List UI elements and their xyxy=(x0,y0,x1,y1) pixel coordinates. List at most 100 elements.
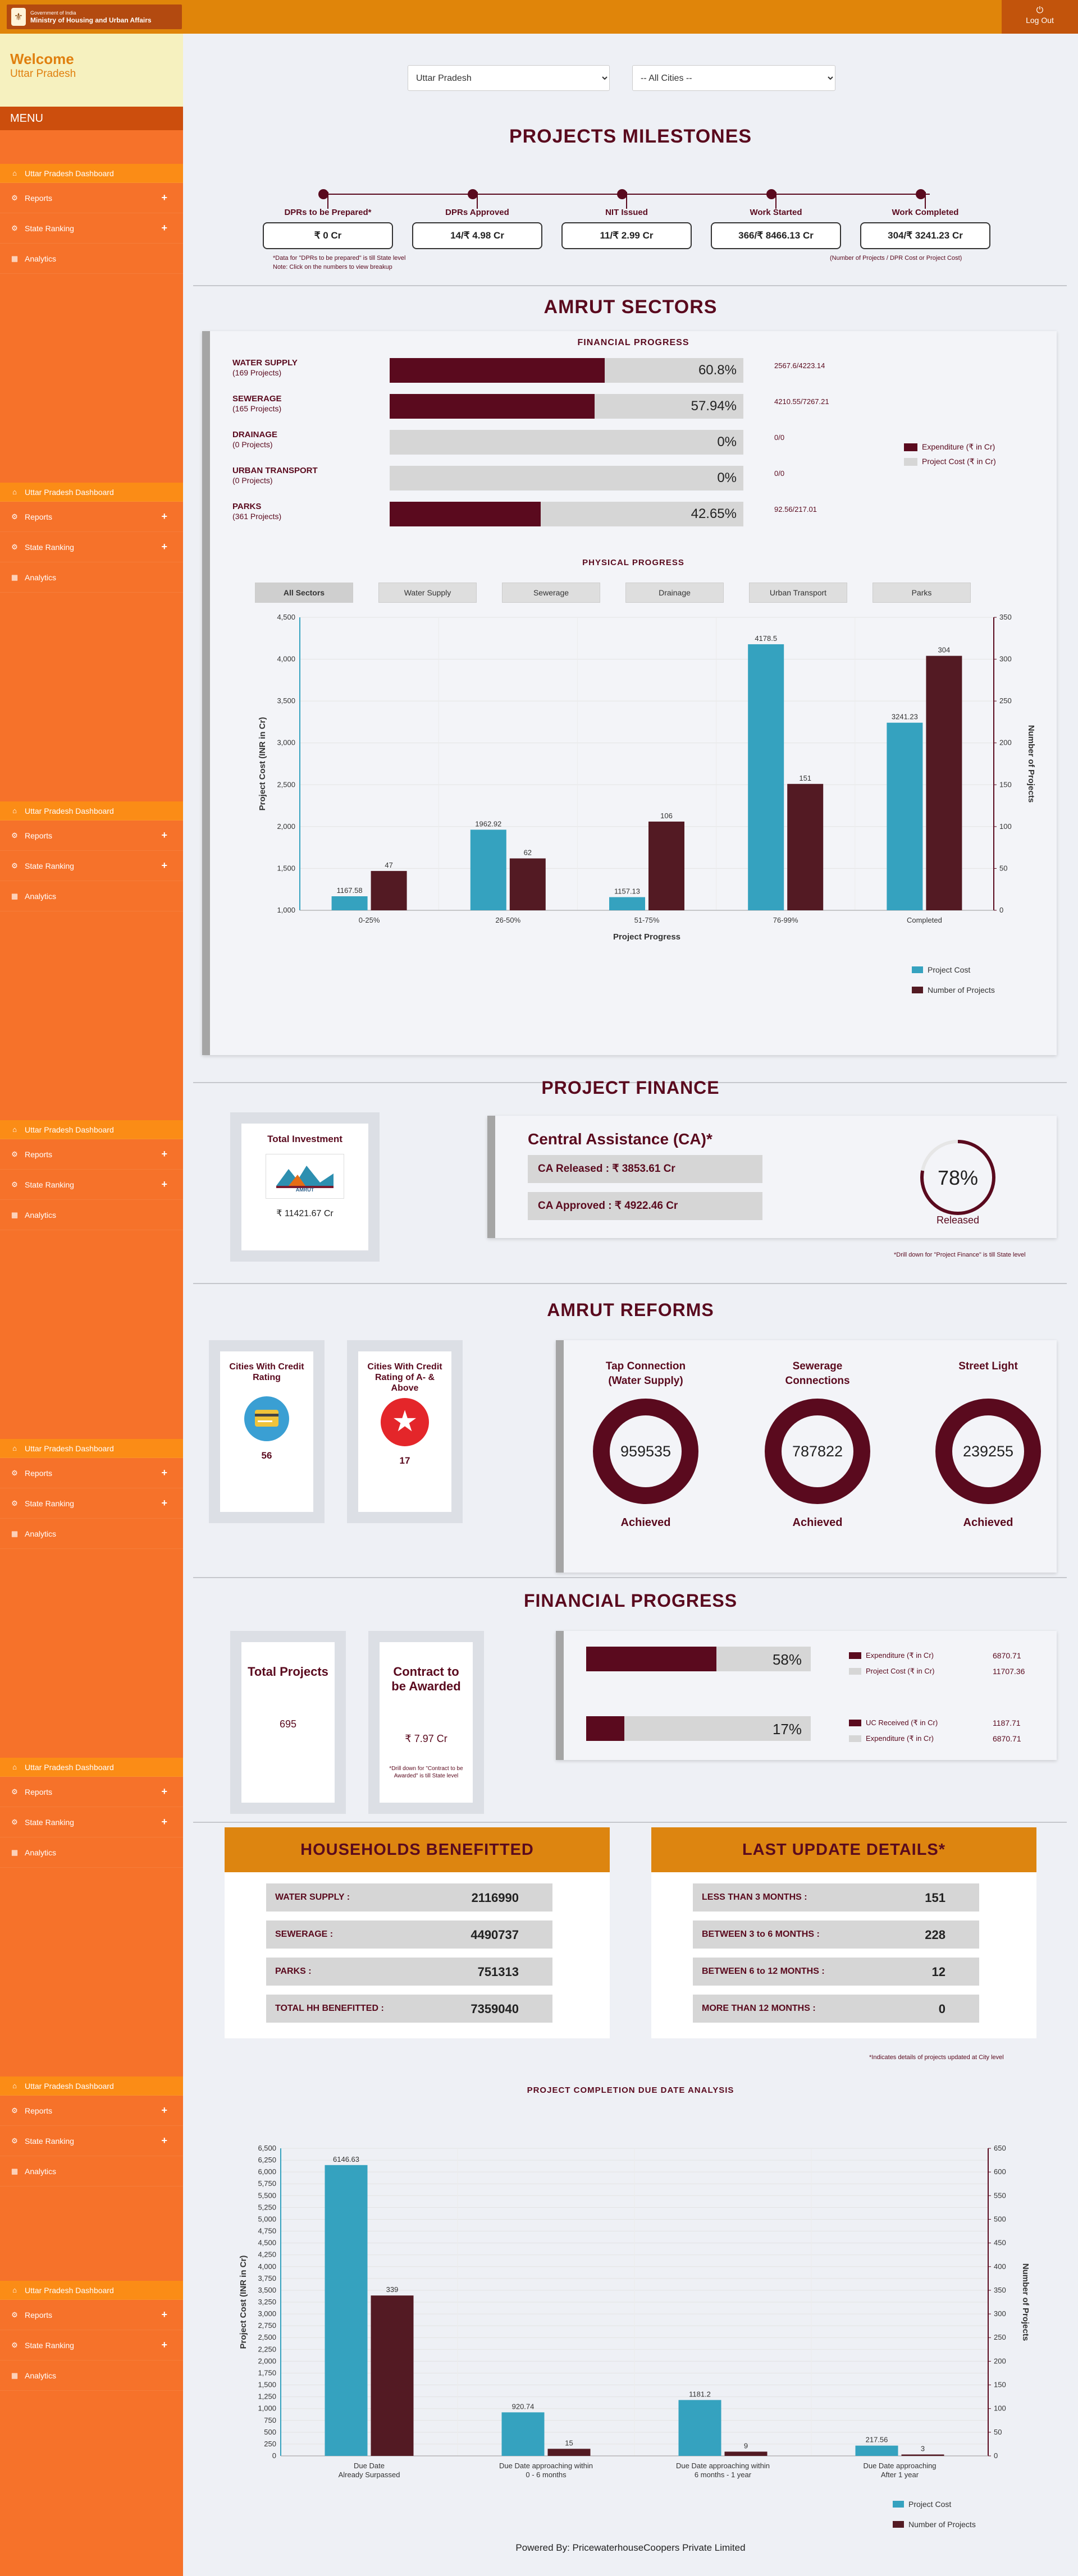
expand-icon[interactable]: + xyxy=(161,2105,167,2116)
expand-icon[interactable]: + xyxy=(161,222,167,233)
y-tick-label: 6,250 xyxy=(258,2156,276,2164)
ca-approved-button[interactable]: CA Approved : ₹ 4922.46 Cr xyxy=(528,1192,762,1220)
bar-project-cost[interactable] xyxy=(887,722,923,910)
milestone-label: DPRs Approved xyxy=(445,208,509,217)
tab-parks[interactable]: Parks xyxy=(873,583,971,603)
expand-icon[interactable]: + xyxy=(161,1148,167,1159)
reform-donut[interactable]: 787822 xyxy=(765,1399,870,1504)
expand-icon[interactable]: + xyxy=(161,1467,167,1478)
expand-icon[interactable]: + xyxy=(161,1497,167,1509)
sidebar-item-label: Uttar Pradesh Dashboard xyxy=(25,2285,114,2295)
bar-number-of-projects[interactable] xyxy=(509,858,546,910)
sidebar-item-uttar-pradesh-dashboard[interactable]: ⌂ Uttar Pradesh Dashboard xyxy=(0,1758,183,1777)
bar-number-of-projects[interactable] xyxy=(926,656,962,910)
sidebar-item-analytics[interactable]: ▦ Analytics xyxy=(0,2156,183,2187)
milestone-value-button[interactable]: ₹ 0 Cr xyxy=(263,222,393,249)
sidebar-item-state-ranking[interactable]: ⚙ State Ranking + xyxy=(0,1170,183,1200)
expand-icon[interactable]: + xyxy=(161,192,167,203)
tab-sewerage[interactable]: Sewerage xyxy=(502,583,600,603)
sidebar-item-reports[interactable]: ⚙ Reports + xyxy=(0,1458,183,1488)
sidebar-item-analytics[interactable]: ▦ Analytics xyxy=(0,1837,183,1868)
expand-icon[interactable]: + xyxy=(161,2339,167,2350)
tab-water-supply[interactable]: Water Supply xyxy=(378,583,477,603)
sidebar-item-analytics[interactable]: ▦ Analytics xyxy=(0,562,183,593)
sidebar-item-reports[interactable]: ⚙ Reports + xyxy=(0,502,183,532)
expand-icon[interactable]: + xyxy=(161,511,167,522)
credit-rating-card[interactable]: Cities With Credit Rating 56 xyxy=(209,1340,325,1523)
milestone-value-button[interactable]: 366/₹ 8466.13 Cr xyxy=(711,222,841,249)
sidebar-item-uttar-pradesh-dashboard[interactable]: ⌂ Uttar Pradesh Dashboard xyxy=(0,1439,183,1458)
reform-status: Achieved xyxy=(963,1516,1013,1529)
sidebar-item-uttar-pradesh-dashboard[interactable]: ⌂ Uttar Pradesh Dashboard xyxy=(0,2077,183,2096)
bar-project-cost[interactable] xyxy=(501,2412,545,2456)
milestone-value-button[interactable]: 11/₹ 2.99 Cr xyxy=(561,222,692,249)
milestone-value-button[interactable]: 14/₹ 4.98 Cr xyxy=(412,222,542,249)
bar-number-of-projects[interactable] xyxy=(901,2454,944,2456)
bar-number-of-projects[interactable] xyxy=(371,870,407,910)
sidebar-item-reports[interactable]: ⚙ Reports + xyxy=(0,821,183,851)
gov-label: Government of India xyxy=(30,10,76,16)
total-projects-card[interactable]: Total Projects 695 xyxy=(230,1631,346,1814)
bar-number-of-projects[interactable] xyxy=(648,821,684,910)
sidebar-item-state-ranking[interactable]: ⚙ State Ranking + xyxy=(0,2126,183,2156)
expand-icon[interactable]: + xyxy=(161,829,167,841)
contract-awarded-card[interactable]: Contract to be Awarded ₹ 7.97 Cr *Drill … xyxy=(368,1631,484,1814)
bar-number-of-projects[interactable] xyxy=(787,783,824,910)
sidebar-item-state-ranking[interactable]: ⚙ State Ranking + xyxy=(0,1807,183,1837)
sidebar-item-reports[interactable]: ⚙ Reports + xyxy=(0,1139,183,1170)
city-select[interactable]: -- All Cities -- xyxy=(632,65,835,91)
sidebar-item-analytics[interactable]: ▦ Analytics xyxy=(0,244,183,274)
expand-icon[interactable]: + xyxy=(161,1816,167,1827)
expand-icon[interactable]: + xyxy=(161,1786,167,1797)
bar-project-cost[interactable] xyxy=(325,2165,368,2456)
total-investment-value: ₹ 11421.67 Cr xyxy=(276,1209,334,1218)
tab-drainage[interactable]: Drainage xyxy=(625,583,724,603)
sidebar-item-label: Analytics xyxy=(25,2371,57,2380)
sidebar-item-analytics[interactable]: ▦ Analytics xyxy=(0,1519,183,1549)
bar-project-cost[interactable] xyxy=(609,897,645,910)
state-select[interactable]: Uttar Pradesh xyxy=(408,65,610,91)
sidebar-item-reports[interactable]: ⚙ Reports + xyxy=(0,1777,183,1807)
total-investment-card[interactable]: Total Investment AMRUT ₹ 11421.67 Cr xyxy=(230,1112,380,1262)
sidebar-item-state-ranking[interactable]: ⚙ State Ranking + xyxy=(0,1488,183,1519)
expand-icon[interactable]: + xyxy=(161,1179,167,1190)
divider xyxy=(193,1577,1067,1578)
tab-urban-transport[interactable]: Urban Transport xyxy=(749,583,847,603)
bar-project-cost[interactable] xyxy=(470,829,506,910)
bar-number-of-projects[interactable] xyxy=(724,2451,768,2456)
sidebar-item-reports[interactable]: ⚙ Reports + xyxy=(0,183,183,213)
sidebar-item-analytics[interactable]: ▦ Analytics xyxy=(0,2360,183,2391)
bar-number-of-projects[interactable] xyxy=(547,2449,591,2456)
sidebar-item-uttar-pradesh-dashboard[interactable]: ⌂ Uttar Pradesh Dashboard xyxy=(0,483,183,502)
sidebar-item-analytics[interactable]: ▦ Analytics xyxy=(0,881,183,911)
sidebar-item-reports[interactable]: ⚙ Reports + xyxy=(0,2300,183,2330)
ca-released-button[interactable]: CA Released : ₹ 3853.61 Cr xyxy=(528,1155,762,1183)
milestone-value-button[interactable]: 304/₹ 3241.23 Cr xyxy=(860,222,990,249)
sidebar-item-state-ranking[interactable]: ⚙ State Ranking + xyxy=(0,532,183,562)
logout-button[interactable]: ⏻ Log Out xyxy=(1002,0,1078,34)
sidebar-item-label: Reports xyxy=(25,193,53,203)
credit-rating-a-card[interactable]: Cities With Credit Rating of A- & Above … xyxy=(347,1340,463,1523)
expand-icon[interactable]: + xyxy=(161,2135,167,2146)
reform-donut[interactable]: 959535 xyxy=(593,1399,698,1504)
sidebar-item-uttar-pradesh-dashboard[interactable]: ⌂ Uttar Pradesh Dashboard xyxy=(0,1120,183,1139)
expand-icon[interactable]: + xyxy=(161,860,167,871)
bar-number-of-projects[interactable] xyxy=(371,2295,414,2456)
bar-project-cost[interactable] xyxy=(855,2445,898,2456)
sidebar-item-state-ranking[interactable]: ⚙ State Ranking + xyxy=(0,213,183,244)
sidebar-item-state-ranking[interactable]: ⚙ State Ranking + xyxy=(0,851,183,881)
sidebar-item-uttar-pradesh-dashboard[interactable]: ⌂ Uttar Pradesh Dashboard xyxy=(0,164,183,183)
bar-project-cost[interactable] xyxy=(331,896,368,910)
bar-project-cost[interactable] xyxy=(678,2400,721,2456)
expand-icon[interactable]: + xyxy=(161,541,167,552)
sidebar-item-uttar-pradesh-dashboard[interactable]: ⌂ Uttar Pradesh Dashboard xyxy=(0,801,183,821)
sidebar-item-uttar-pradesh-dashboard[interactable]: ⌂ Uttar Pradesh Dashboard xyxy=(0,2281,183,2300)
expand-icon[interactable]: + xyxy=(161,2309,167,2320)
reform-donut[interactable]: 239255 xyxy=(935,1399,1041,1504)
sidebar-item-reports[interactable]: ⚙ Reports + xyxy=(0,2096,183,2126)
bar-project-cost[interactable] xyxy=(748,644,784,910)
sidebar-item-state-ranking[interactable]: ⚙ State Ranking + xyxy=(0,2330,183,2360)
sidebar-item-analytics[interactable]: ▦ Analytics xyxy=(0,1200,183,1230)
tab-all-sectors[interactable]: All Sectors xyxy=(255,583,353,603)
ministry-brand[interactable]: ⚜ Government of India Ministry of Housin… xyxy=(7,4,182,29)
